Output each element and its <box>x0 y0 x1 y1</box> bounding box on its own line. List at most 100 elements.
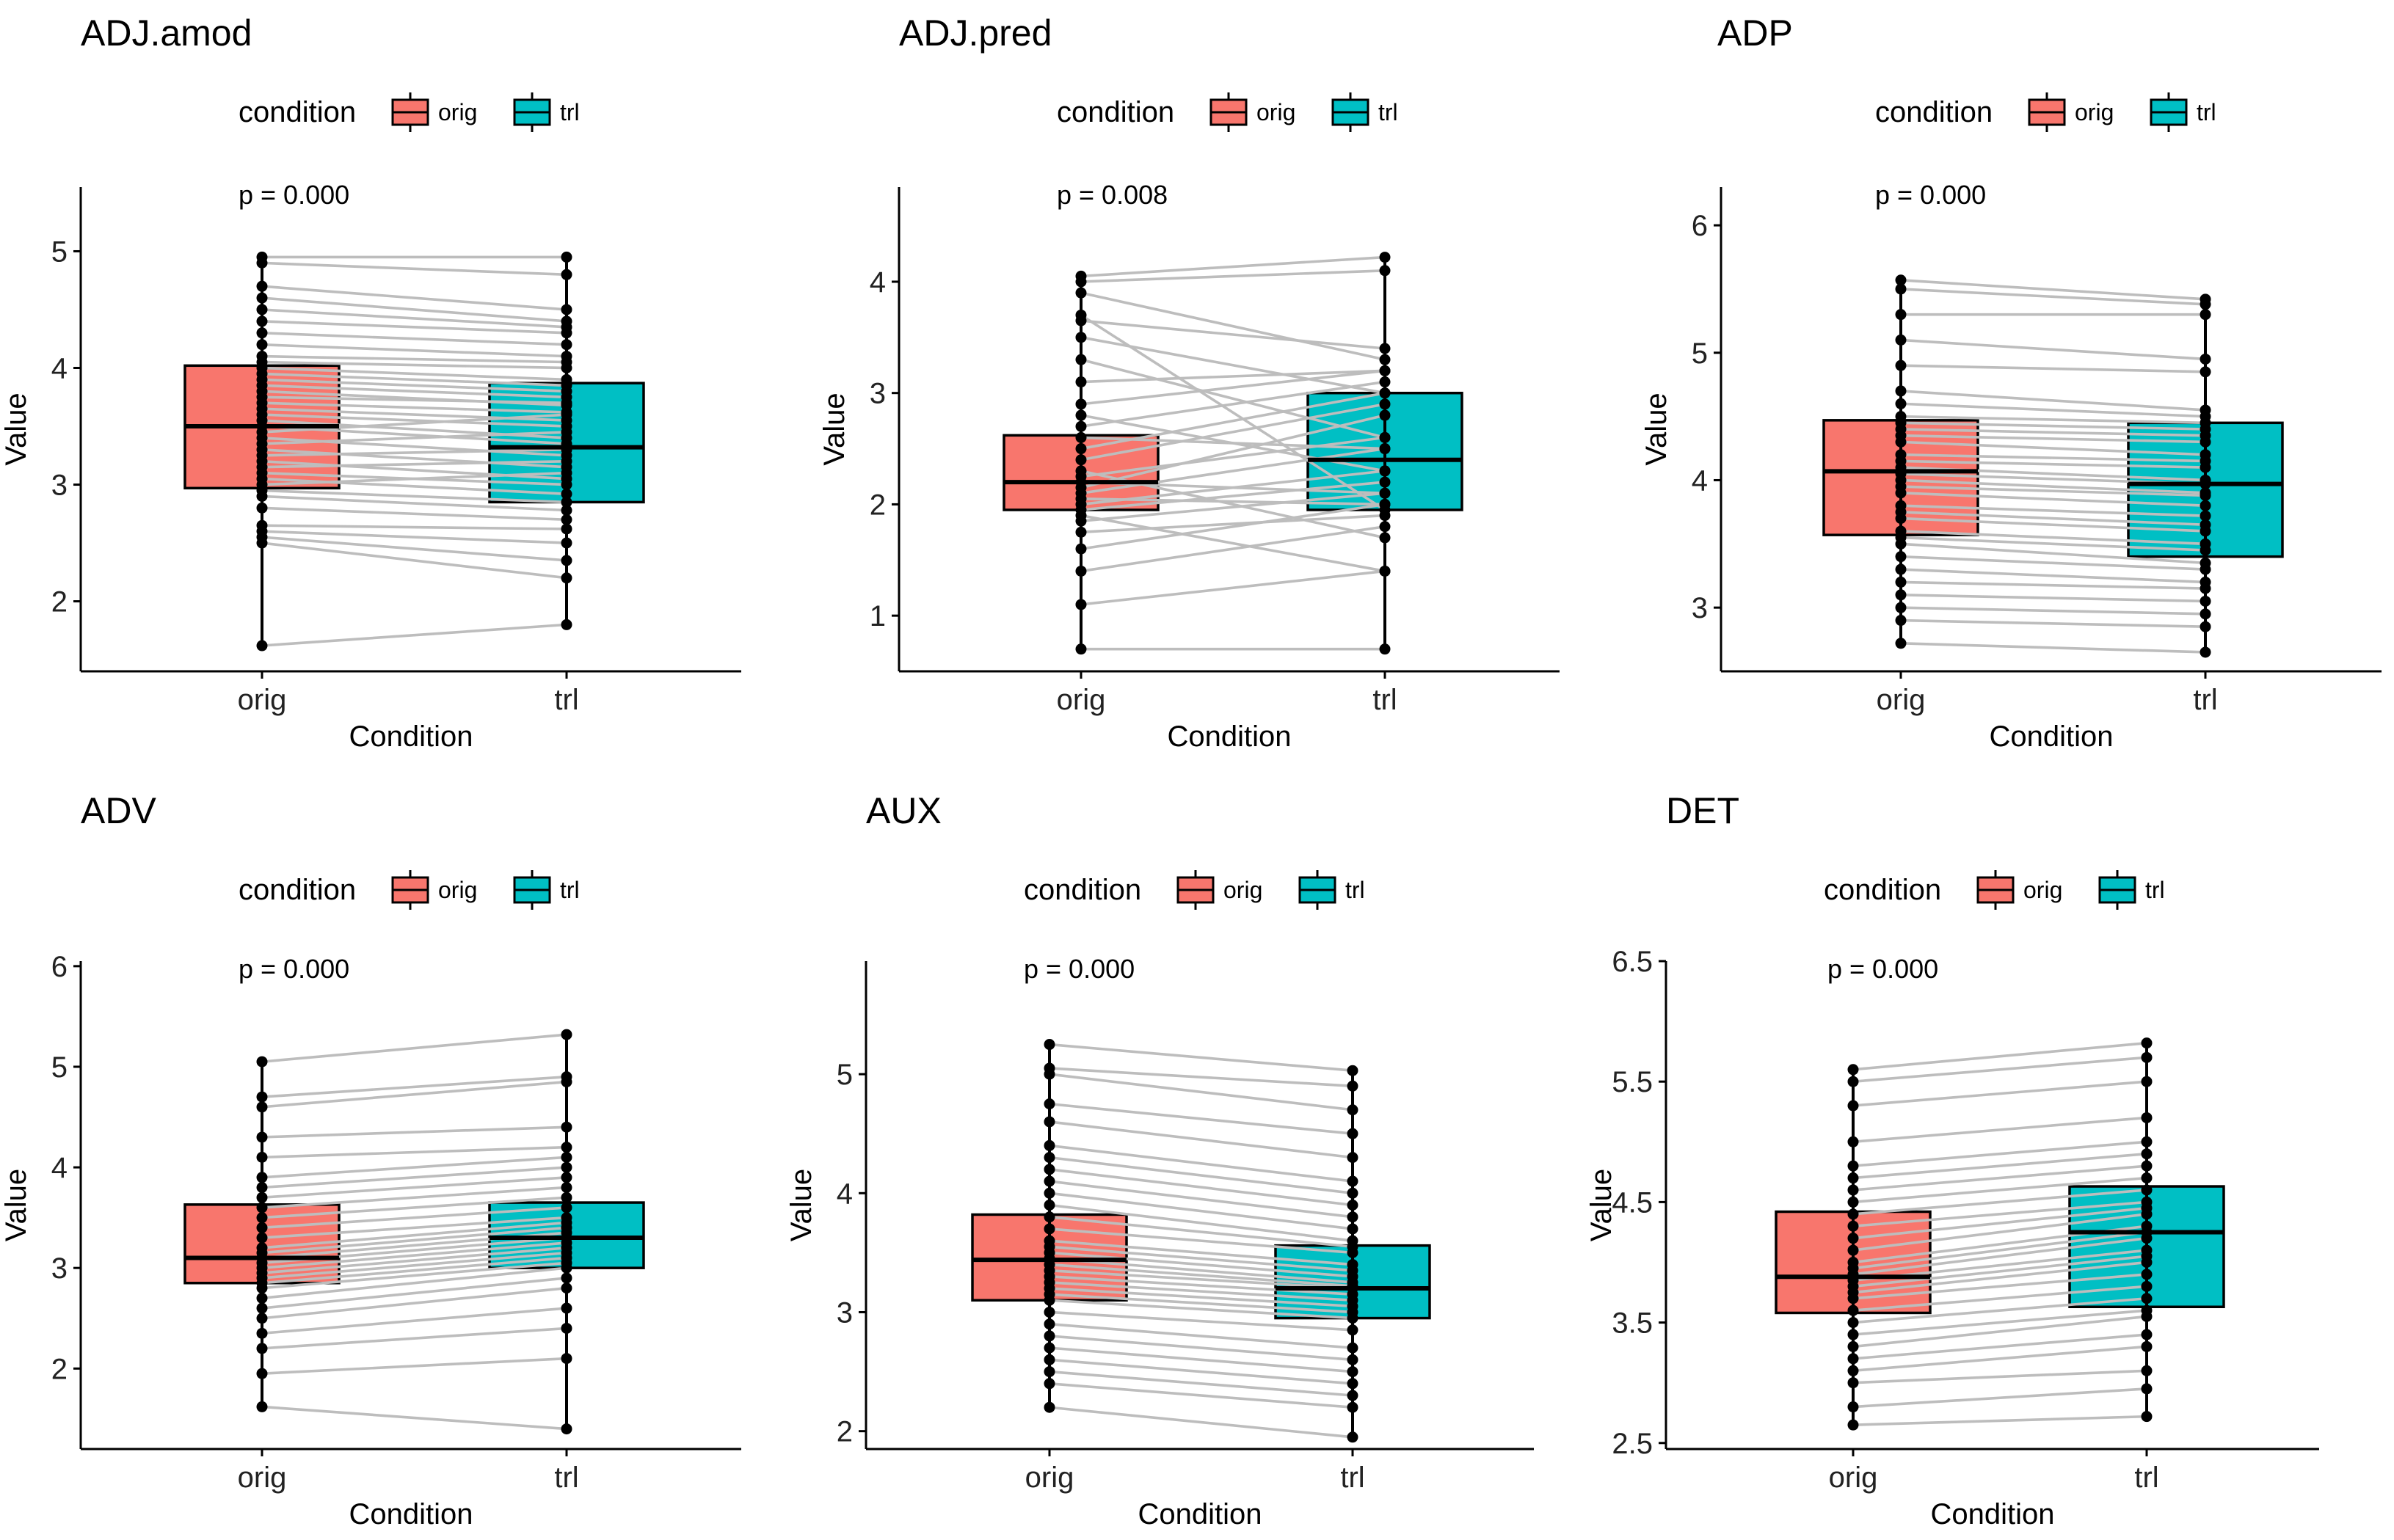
y-tick-label: 2 <box>51 1353 68 1385</box>
data-point-trl <box>561 1272 572 1284</box>
data-point-trl <box>1379 398 1391 410</box>
data-point-orig <box>1044 1342 1055 1354</box>
x-tick-label-trl: trl <box>2193 684 2217 716</box>
pair-line <box>261 506 567 522</box>
pair-line <box>261 448 567 457</box>
legend-label-trl: trl <box>560 99 580 125</box>
data-point-trl <box>561 618 572 630</box>
data-point-trl <box>561 1172 572 1183</box>
data-point-trl <box>1379 521 1391 533</box>
data-point-trl <box>2141 1172 2153 1184</box>
p-value-label: p = 0.000 <box>1024 954 1135 984</box>
data-point-orig <box>1895 385 1907 397</box>
panel-title: AUX <box>866 790 942 831</box>
x-tick-label-orig: orig <box>1829 1461 1878 1494</box>
data-point-trl <box>2200 309 2211 321</box>
y-tick-label: 2 <box>870 489 886 521</box>
x-axis-title: Condition <box>349 1498 473 1530</box>
pair-line <box>1049 1257 1353 1284</box>
pair-line <box>261 1221 567 1249</box>
pair-line <box>261 401 567 414</box>
chart-panel-5: AUX condition orig trl p = 0.000 2 3 4 5 orig trl C… <box>785 790 1534 1530</box>
data-point-trl <box>2141 1304 2153 1316</box>
data-point-trl <box>561 315 572 327</box>
data-point-trl <box>2200 595 2211 607</box>
legend-label-trl: trl <box>2197 99 2216 125</box>
y-tick-label: 4 <box>870 266 886 299</box>
panel-title: ADV <box>81 790 156 831</box>
data-point-orig <box>1847 1419 1859 1431</box>
pair-line <box>1900 536 2206 552</box>
pair-line <box>1049 1203 1353 1242</box>
data-point-orig <box>1847 1184 1859 1196</box>
data-point-orig <box>1847 1136 1859 1147</box>
legend-title: condition <box>1875 96 1993 128</box>
pair-line <box>1080 369 1386 406</box>
pair-line <box>1900 288 2206 306</box>
pair-line <box>1080 436 1386 478</box>
data-point-trl <box>2200 293 2211 305</box>
pair-line <box>1049 1180 1353 1219</box>
pair-line <box>1852 1230 2147 1270</box>
pair-line <box>261 1216 567 1239</box>
data-point-trl <box>1379 643 1391 655</box>
pair-line <box>1080 525 1386 573</box>
data-point-trl <box>1379 443 1391 455</box>
data-point-trl <box>561 399 572 411</box>
pair-line <box>1080 514 1386 573</box>
y-tick-label: 1 <box>870 600 886 632</box>
pair-line <box>1900 568 2206 584</box>
y-tick-label: 4 <box>51 1152 68 1184</box>
data-point-orig <box>1044 1152 1055 1164</box>
data-point-trl <box>2200 576 2211 588</box>
pair-line <box>261 536 567 562</box>
pair-line <box>1080 514 1386 534</box>
data-point-orig <box>1847 1329 1859 1340</box>
pair-line <box>1049 1043 1353 1073</box>
x-axis-title: Condition <box>1167 720 1291 753</box>
data-point-orig <box>1075 332 1087 343</box>
chart-panel-2: ADJ.pred condition orig trl p = 0.008 1 2 3 4 ori… <box>818 12 1560 753</box>
pair-line <box>1852 1189 2147 1216</box>
pair-line <box>261 471 567 486</box>
data-point-orig <box>1075 526 1087 538</box>
data-point-orig <box>256 1151 268 1163</box>
pair-line <box>1080 255 1386 278</box>
data-point-orig <box>1044 1223 1055 1235</box>
pair-line <box>1852 1176 2147 1204</box>
data-point-trl <box>1347 1259 1358 1271</box>
x-axis-title: Condition <box>349 720 473 753</box>
data-point-trl <box>1379 532 1391 544</box>
data-point-trl <box>2141 1136 2153 1147</box>
data-point-trl <box>561 432 572 444</box>
y-tick-label: 2 <box>51 586 68 618</box>
pair-line <box>1852 1345 2147 1373</box>
data-point-orig <box>1044 1306 1055 1318</box>
data-point-orig <box>1847 1401 1859 1413</box>
data-point-trl <box>2141 1196 2153 1208</box>
data-point-orig <box>1895 309 1907 321</box>
pair-line <box>261 390 567 407</box>
data-point-trl <box>1347 1431 1358 1443</box>
data-point-orig <box>1044 1330 1055 1342</box>
data-point-trl <box>1379 565 1391 577</box>
data-point-orig <box>256 640 268 652</box>
pair-line <box>1080 497 1386 506</box>
pair-line <box>1049 1239 1353 1266</box>
pair-line <box>1080 319 1386 350</box>
pair-line <box>1852 1387 2147 1409</box>
pair-line <box>261 1156 567 1179</box>
data-point-orig <box>1895 525 1907 537</box>
data-point-trl <box>2200 366 2211 378</box>
legend-label-orig: orig <box>2075 99 2114 125</box>
y-axis-title: Value <box>785 1169 818 1241</box>
data-point-orig <box>256 1368 268 1379</box>
data-point-trl <box>1379 476 1391 488</box>
data-point-orig <box>1895 615 1907 627</box>
pair-line <box>1049 1245 1353 1272</box>
data-point-trl <box>1379 265 1391 277</box>
data-point-trl <box>1379 376 1391 388</box>
data-point-orig <box>1075 599 1087 610</box>
x-axis-title: Condition <box>1138 1498 1262 1530</box>
data-point-orig <box>1895 283 1907 295</box>
